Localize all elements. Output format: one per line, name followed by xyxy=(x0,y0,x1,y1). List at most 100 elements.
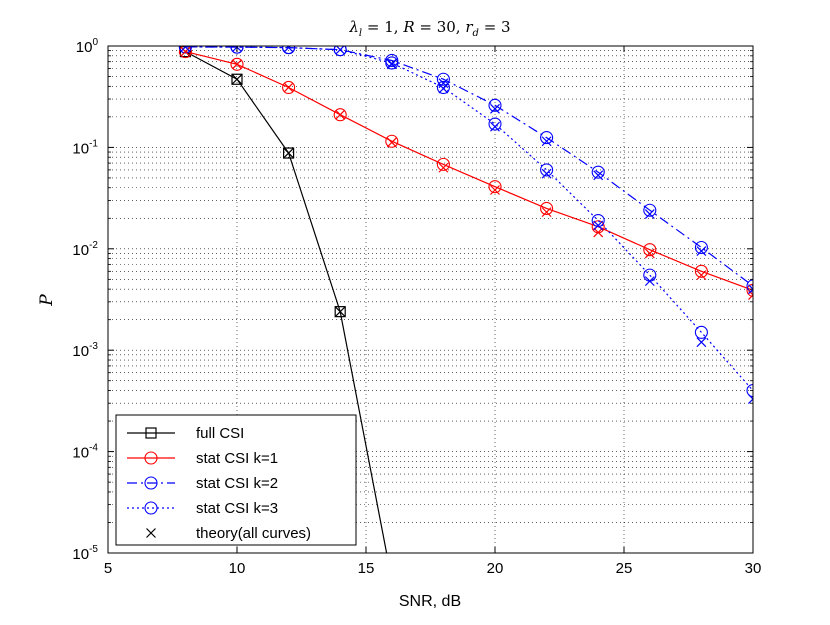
x-tick-label: 25 xyxy=(616,560,633,577)
theory-marker xyxy=(644,209,655,220)
theory-marker xyxy=(335,46,346,55)
series-line xyxy=(185,46,753,391)
y-tick-label: 100 xyxy=(76,37,99,56)
legend-marker xyxy=(144,501,158,515)
theory-marker xyxy=(232,74,242,85)
data-marker xyxy=(591,213,605,228)
theory-marker xyxy=(696,246,707,256)
legend-marker xyxy=(146,528,156,538)
data-marker xyxy=(540,163,554,177)
legend: full CSI stat CSI k=1 stat CSI k=2 stat CSI… xyxy=(115,414,357,546)
theory-marker xyxy=(541,168,552,179)
legend-marker xyxy=(144,451,158,465)
data-marker xyxy=(230,46,244,54)
data-marker xyxy=(282,46,296,55)
data-marker xyxy=(540,131,554,145)
x-tick-label: 15 xyxy=(358,560,375,577)
legend-label: stat CSI k=3 xyxy=(196,500,278,517)
legend-entry: stat CSI k=2 xyxy=(127,475,278,492)
theory-marker xyxy=(438,83,449,94)
theory-marker xyxy=(593,220,604,231)
legend-marker xyxy=(145,427,157,439)
data-marker xyxy=(282,80,296,95)
theory-marker xyxy=(644,248,655,259)
legend-entry: stat CSI k=3 xyxy=(127,500,278,517)
data-marker xyxy=(436,157,450,171)
data-marker xyxy=(178,46,192,59)
data-marker xyxy=(591,165,605,179)
theory-marker xyxy=(232,59,242,70)
data-marker xyxy=(488,98,502,112)
data-marker xyxy=(333,108,347,122)
legend-entry: stat CSI k=1 xyxy=(127,450,278,467)
plot-series xyxy=(178,46,753,553)
theory-marker xyxy=(283,148,294,158)
x-tick-label: 30 xyxy=(745,560,762,577)
data-marker xyxy=(540,201,554,215)
data-marker xyxy=(334,306,346,318)
data-marker xyxy=(385,134,399,148)
theory-marker xyxy=(748,394,753,404)
data-marker xyxy=(643,243,657,257)
y-tick-label: 10-5 xyxy=(72,544,98,563)
theory-marker xyxy=(283,46,294,53)
theory-marker xyxy=(696,270,707,281)
theory-marker xyxy=(490,185,500,195)
theory-marker xyxy=(593,170,604,181)
theory-marker xyxy=(283,82,294,93)
theory-marker xyxy=(541,136,552,147)
x-tick-label: 20 xyxy=(487,560,504,577)
theory-marker xyxy=(644,276,655,287)
data-marker xyxy=(746,283,753,297)
y-tick-label: 10-3 xyxy=(72,341,98,360)
data-marker xyxy=(694,264,708,278)
axis-ticks: 5 10 15 20 25 30 100 10-1 10-2 10-3 10-4 10-5 xyxy=(72,37,761,577)
data-marker xyxy=(488,180,502,194)
legend-label: stat CSI k=2 xyxy=(196,475,278,492)
chart-title: λl = 1, R = 30, rd = 3 xyxy=(348,18,510,39)
legend-label: theory(all curves) xyxy=(196,525,311,542)
data-marker xyxy=(436,80,450,95)
data-marker xyxy=(694,240,708,255)
data-marker xyxy=(436,72,450,86)
legend-entry: theory(all curves) xyxy=(146,525,311,542)
series-stat-csi-k-3 xyxy=(178,46,753,398)
y-axis-label: P xyxy=(37,294,57,307)
theory-marker xyxy=(541,207,552,218)
data-marker xyxy=(746,279,753,293)
x-axis-label: SNR, dB xyxy=(399,593,461,610)
data-marker xyxy=(333,46,347,57)
series-line xyxy=(185,51,753,291)
data-marker xyxy=(230,57,244,71)
theory-marker xyxy=(386,59,397,70)
data-marker xyxy=(231,73,243,85)
theory-marker xyxy=(490,103,500,114)
theory-marker xyxy=(335,306,346,317)
data-marker xyxy=(488,117,502,131)
legend-entry: full CSI xyxy=(127,425,244,442)
data-marker xyxy=(178,46,192,54)
x-tick-label: 10 xyxy=(229,560,246,577)
theory-marker xyxy=(386,137,397,148)
y-tick-label: 10-4 xyxy=(72,443,98,462)
theory-marker xyxy=(490,121,500,132)
data-marker xyxy=(283,147,295,159)
theory-marker xyxy=(593,227,604,238)
theory-marker xyxy=(438,162,449,173)
series-stat-csi-k-1 xyxy=(178,46,753,297)
data-marker xyxy=(643,203,657,217)
theory-marker xyxy=(696,337,707,348)
axes-box xyxy=(107,45,754,554)
data-marker xyxy=(385,56,399,70)
series-line xyxy=(185,46,753,287)
y-tick-label: 10-1 xyxy=(72,138,98,157)
x-tick-label: 5 xyxy=(104,560,112,577)
theory-marker xyxy=(180,46,191,52)
data-marker xyxy=(694,325,708,339)
data-marker xyxy=(746,384,753,398)
legend-marker xyxy=(144,476,158,490)
theory-marker xyxy=(335,109,346,120)
legend-label: stat CSI k=1 xyxy=(196,450,278,467)
theory-marker xyxy=(180,46,191,57)
